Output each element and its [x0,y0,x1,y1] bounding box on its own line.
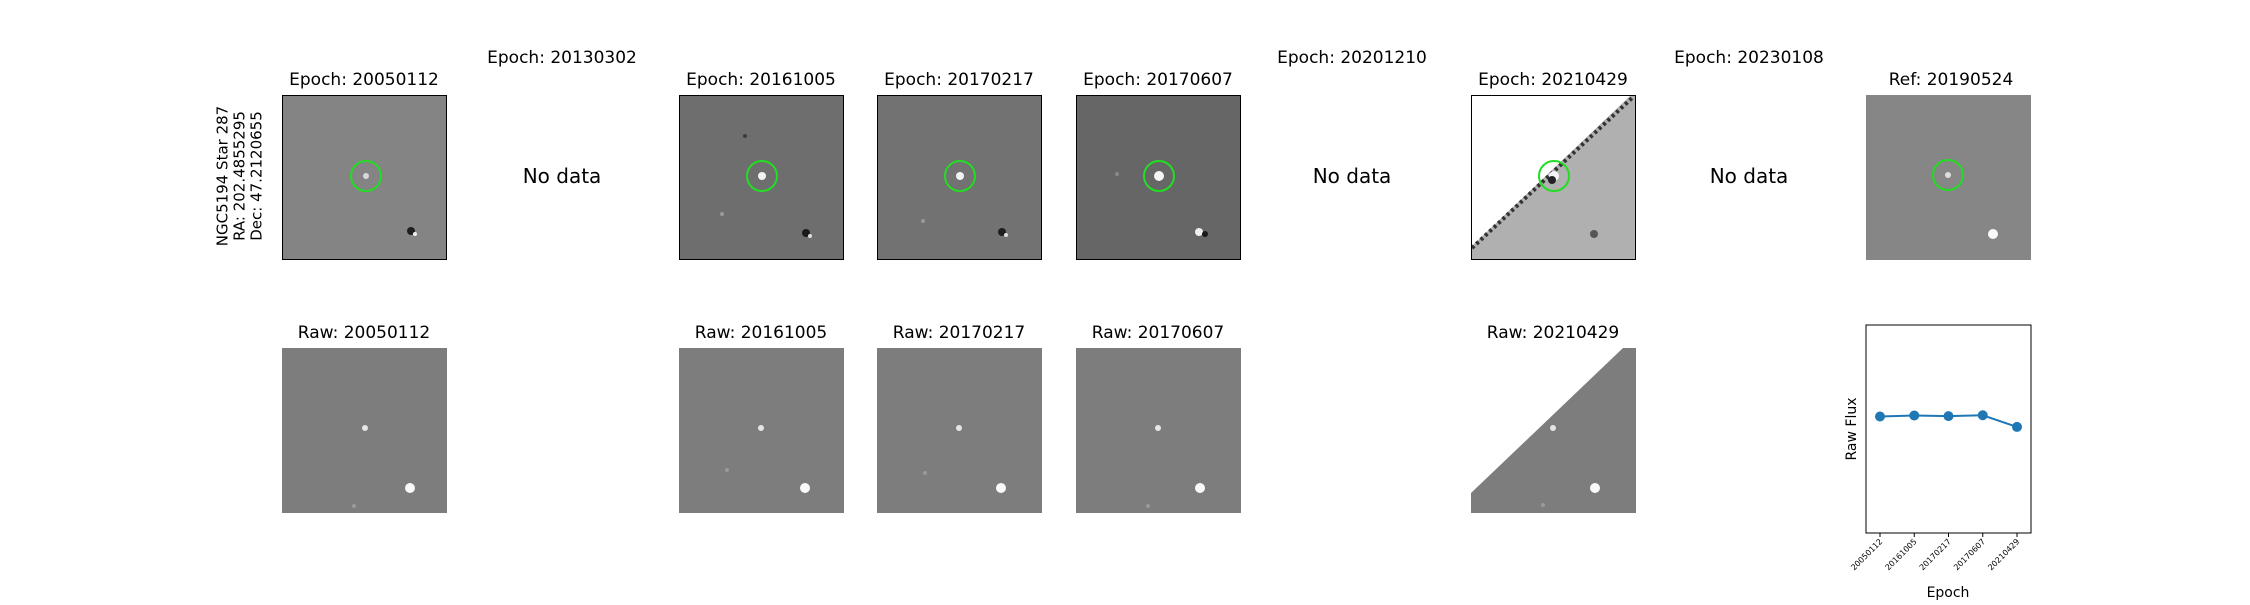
raw-image-20050112 [282,348,447,513]
raw-title-3: Raw: 20161005 [694,323,828,343]
epoch-title-2: Epoch: 20130302 [487,48,637,68]
data-point [2012,421,2022,432]
epoch-title-3: Epoch: 20161005 [686,70,836,90]
row-label-star: NGC5194 Star 287 [213,105,232,247]
diff-image-20050112 [282,95,447,260]
data-point [1977,410,1988,421]
y-axis-label: Raw Flux [1844,398,1860,461]
raw-image-20161005 [679,348,844,513]
target-circle [1143,160,1175,192]
target-circle [350,160,382,192]
no-data-20130302: No data [522,164,602,188]
target-circle [746,160,778,192]
raw-title-4: Raw: 20170217 [892,323,1026,343]
raw-title-5: Raw: 20170607 [1091,323,1225,343]
x-axis-label: Epoch [1927,585,1970,601]
target-circle [1538,160,1570,192]
ref-image-20190524 [1866,95,2031,260]
no-data-20230108: No data [1709,164,1789,188]
diff-image-20161005 [679,95,844,260]
epoch-title-8: Epoch: 20230108 [1674,48,1824,68]
row-label-dec: Dec: 47.2120655 [247,111,266,241]
diff-image-20170217 [877,95,1042,260]
raw-title-1: Raw: 20050112 [297,323,431,343]
epoch-title-4: Epoch: 20170217 [884,70,1034,90]
x-tick-label: 20210429 [1986,537,2021,572]
diff-image-20210429 [1471,95,1636,260]
target-circle [1932,159,1964,191]
epoch-title-7: Epoch: 20210429 [1478,70,1628,90]
ref-title: Ref: 20190524 [1888,70,2014,90]
data-point [1943,411,1954,422]
data-point [1875,411,1885,422]
x-tick-label: 20050112 [1849,537,1884,572]
raw-image-20170217 [877,348,1042,513]
data-point [1909,410,1920,421]
raw-title-7: Raw: 20210429 [1486,323,1620,343]
epoch-title-5: Epoch: 20170607 [1083,70,1233,90]
epoch-title-6: Epoch: 20201210 [1277,48,1427,68]
raw-image-20210429 [1471,348,1636,513]
epoch-title-1: Epoch: 20050112 [289,70,439,90]
diff-image-20170607 [1076,95,1241,260]
no-data-20201210: No data [1312,164,1392,188]
x-tick-label: 20170217 [1918,537,1953,572]
x-tick-label: 20161005 [1884,537,1919,572]
target-circle [944,160,976,192]
row-label-ra: RA: 202.4855295 [230,111,249,241]
x-tick-label: 20170607 [1952,537,1987,572]
raw-image-20170607 [1076,348,1241,513]
light-curve-chart: 20050112 20161005 20170217 20170607 20210429… [1844,324,2032,601]
chart-frame [1865,324,2032,534]
